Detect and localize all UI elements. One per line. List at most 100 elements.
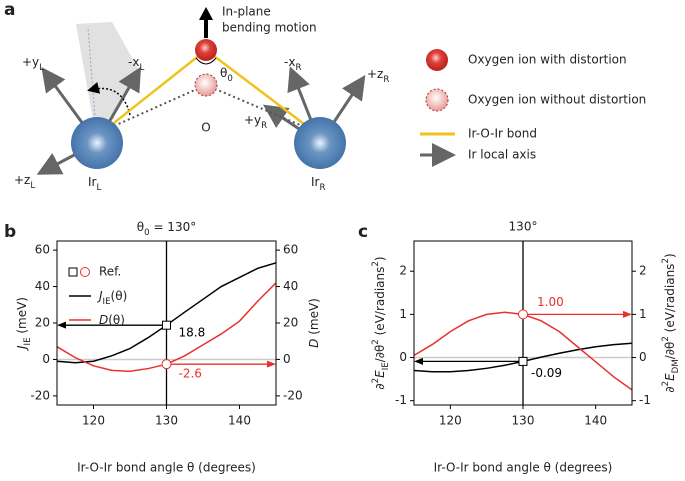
text-part: (eV/radians (663, 264, 677, 337)
y2-axis-label: D (meV) (307, 298, 321, 348)
text-part: ∂ (663, 386, 677, 392)
text-part: E (373, 370, 387, 378)
text-part: Ir (88, 175, 97, 189)
text-part: 2 (371, 378, 381, 384)
y-axis-label: ∂2EIE/∂θ2 (eV/radians2) (371, 256, 391, 389)
reference-marker (162, 320, 171, 330)
text-part: J (15, 345, 29, 351)
legend-label: JIE(θ) (97, 289, 127, 307)
text-part: 2 (661, 381, 671, 387)
text-part: R (383, 75, 389, 85)
plot-frame (56, 240, 277, 406)
legend-label: Oxygen ion without distortion (468, 93, 646, 107)
reference-label: -2.6 (179, 367, 202, 381)
motion-arrowhead (199, 7, 213, 20)
reference-label: -0.09 (531, 366, 562, 380)
text-part: 0 (144, 228, 150, 238)
y2-tick-label: -1 (639, 393, 651, 407)
y2-tick-label: 0 (283, 352, 291, 366)
text-part: -x (128, 55, 139, 69)
y2-tick-label: 0 (639, 350, 647, 364)
reference-arrowhead (57, 321, 66, 329)
x-tick-label: 140 (584, 414, 607, 428)
reference-marker (518, 356, 528, 366)
text-part: IE (381, 362, 391, 370)
legend-symbol (425, 88, 449, 112)
text-part: ) (373, 256, 387, 261)
text-part: +y (244, 113, 261, 127)
text-part: +z (367, 67, 383, 81)
text-part: 2 (371, 339, 381, 345)
x-axis-label: Ir-O-Ir bond angle θ (degrees) (434, 461, 613, 475)
chart-title: 130° (509, 220, 538, 234)
text-part: -x (284, 55, 295, 69)
text-part: L (39, 63, 44, 73)
x-tick-label: 120 (82, 414, 105, 428)
y-tick-label: 20 (35, 316, 50, 330)
legend-label: Ir local axis (468, 148, 536, 162)
ir-label: IrL (88, 175, 101, 193)
y-tick-label: -20 (30, 388, 50, 402)
text-part: 2 (661, 258, 671, 264)
text-part: θ (137, 220, 144, 234)
ir-ion (294, 117, 346, 169)
oxygen-distorted (195, 39, 217, 61)
y2-tick-label: 40 (283, 279, 298, 293)
reference-label: 18.8 (179, 326, 206, 340)
reference-label: 1.00 (537, 295, 564, 309)
text-part: /∂θ (663, 342, 677, 360)
y-tick-label: -1 (395, 393, 407, 407)
y2-tick-label: 20 (283, 316, 298, 330)
motion-label: bending motion (222, 21, 317, 35)
text-part: ) (663, 253, 677, 258)
o-label: O (201, 121, 210, 135)
reference-arrowhead (414, 357, 423, 365)
text-part: E (663, 373, 677, 381)
axis-label: -xL (128, 55, 144, 73)
text-part: Ir (311, 175, 320, 189)
text-part: J (97, 289, 103, 303)
reference-marker (161, 359, 172, 370)
x-tick-label: 120 (439, 414, 462, 428)
text-part: (meV) (15, 297, 29, 337)
axis-label: +zL (14, 173, 35, 191)
text-part: θ (220, 66, 227, 80)
y-axis-label: JIE (meV) (15, 297, 33, 351)
y-tick-label: 0 (399, 350, 407, 364)
legend-label: Ir-O-Ir bond (468, 127, 537, 141)
ir-ion (71, 117, 123, 169)
text-part: /∂θ (373, 345, 387, 363)
text-part: L (96, 183, 101, 193)
text-part: D (307, 339, 321, 348)
y2-tick-label: 60 (283, 243, 298, 257)
reference-marker (518, 309, 528, 320)
y2-tick-label: 1 (639, 307, 647, 321)
y-tick-label: 0 (42, 352, 50, 366)
plot-frame (413, 240, 633, 406)
x-tick-label: 130 (512, 414, 535, 428)
legend-symbol (426, 49, 448, 71)
axis-label: +zR (367, 67, 389, 85)
panel-label: b (4, 222, 16, 242)
oxygen-undistorted (194, 73, 218, 97)
text-part: 2 (661, 336, 671, 342)
angle-arc (195, 57, 217, 65)
reference-arrowhead (267, 360, 276, 368)
reference-arrowhead (623, 310, 632, 318)
diagram-shapes (36, 7, 456, 175)
legend-label: Oxygen ion with distortion (468, 53, 627, 67)
text-part: (θ) (108, 313, 125, 327)
axis-label: +yL (22, 55, 44, 73)
x-tick-label: 130 (155, 414, 178, 428)
text-part: 0 (227, 74, 233, 84)
text-part: 2 (371, 261, 381, 267)
text-part: = 130° (150, 220, 197, 234)
text-part: (θ) (111, 289, 128, 303)
legend-label: Ref. (99, 265, 121, 279)
axis-label: -xR (284, 55, 301, 73)
text-part: R (261, 121, 267, 131)
legend-symbol (68, 267, 78, 277)
x-axis-label: Ir-O-Ir bond angle θ (degrees) (77, 461, 256, 475)
axis-label: +yR (244, 113, 267, 131)
